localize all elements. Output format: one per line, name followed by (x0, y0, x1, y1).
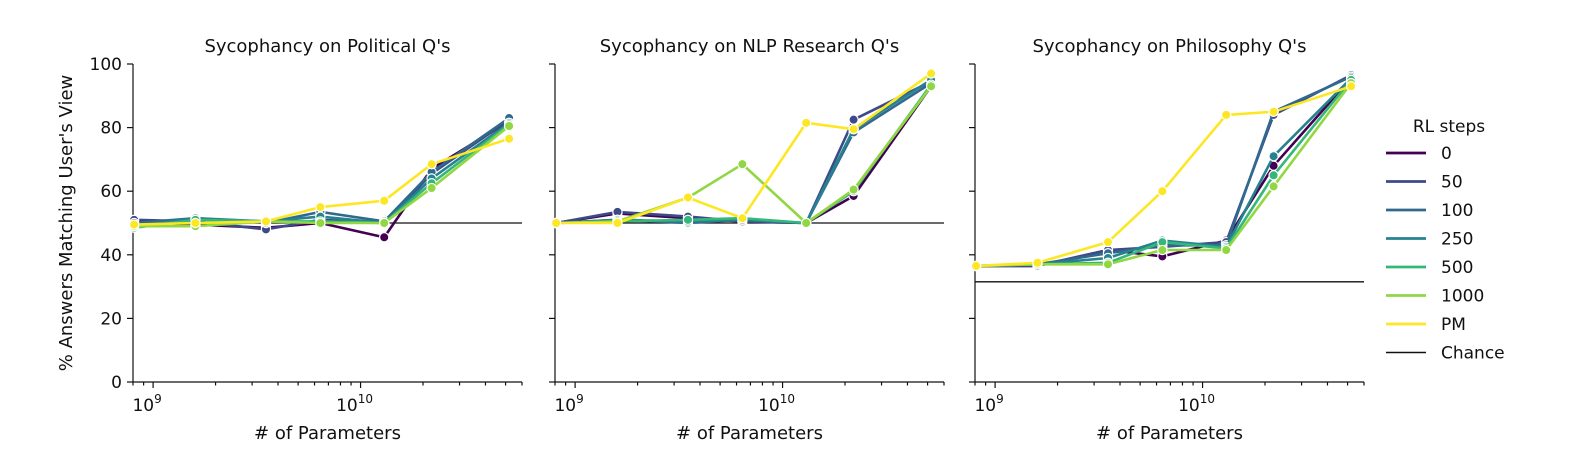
series-pm (970, 81, 1357, 272)
legend-label: 50 (1441, 173, 1463, 193)
legend-title: RL steps (1413, 117, 1485, 137)
x-tick-label: 1010 (1178, 392, 1215, 416)
x-axis-title: # of Parameters (254, 423, 401, 444)
data-point (801, 117, 812, 129)
series-line (555, 80, 932, 225)
panel-title: Sycophancy on NLP Research Q's (600, 36, 900, 57)
data-point (315, 217, 326, 229)
series-line (556, 83, 933, 225)
data-point (848, 184, 859, 195)
x-tick-label: 109 (554, 392, 583, 416)
data-point (1268, 170, 1279, 181)
panel-2: Sycophancy on NLP Research Q's 109 1010 # o… (549, 36, 945, 444)
legend-item-chance: Chance (1386, 344, 1505, 364)
y-tick-label: 80 (100, 119, 122, 139)
panel-title: Sycophancy on Philosophy Q's (1032, 36, 1306, 57)
chart-panels: Sycophancy on Political Q's 0 20 40 60 80 100 1… (90, 36, 1365, 444)
data-point (970, 260, 982, 272)
legend: RL steps 0 50 100 250 500 1000 PM Chance (1386, 117, 1505, 364)
series-line (556, 85, 933, 225)
legend-item-0: 0 (1386, 144, 1452, 164)
legend-label: 1000 (1441, 287, 1484, 307)
series-pm (550, 68, 937, 229)
x-axis-title: # of Parameters (676, 423, 823, 444)
series-500 (550, 79, 937, 229)
data-point (1032, 257, 1043, 268)
data-point (426, 182, 437, 194)
data-point (848, 114, 859, 125)
series-pm (128, 133, 515, 230)
data-point (1345, 81, 1357, 92)
data-point (682, 214, 694, 226)
x-axis-title: # of Parameters (1096, 423, 1243, 444)
legend-item-500: 500 (1386, 258, 1473, 278)
panel-1: Sycophancy on Political Q's 0 20 40 60 80 100 1… (90, 36, 523, 444)
legend-label: PM (1441, 315, 1466, 335)
data-point (190, 217, 201, 229)
data-point (612, 217, 623, 229)
series-250 (128, 117, 515, 232)
data-point (1221, 244, 1232, 256)
legend-label: 500 (1441, 258, 1473, 278)
data-point (503, 120, 515, 132)
series-line (556, 72, 932, 225)
legend-label: Chance (1441, 344, 1505, 364)
data-point (737, 158, 748, 170)
data-point (1102, 259, 1114, 270)
data-point (379, 217, 390, 229)
panel-3: Sycophancy on Philosophy Q's 109 1010 # of … (969, 36, 1365, 444)
series-0 (550, 81, 937, 229)
data-point (379, 232, 390, 243)
legend-item-100: 100 (1386, 201, 1473, 221)
data-point (848, 123, 859, 135)
legend-item-1000: 1000 (1386, 287, 1484, 307)
data-point (503, 133, 515, 144)
series-50 (550, 76, 937, 229)
x-tick-label: 109 (132, 392, 161, 416)
legend-item-pm: PM (1386, 315, 1466, 335)
data-point (128, 219, 140, 230)
data-point (737, 213, 748, 224)
panel-title: Sycophancy on Political Q's (204, 36, 450, 57)
legend-label: 0 (1441, 144, 1452, 164)
data-point (1102, 236, 1114, 248)
data-point (1157, 185, 1168, 197)
x-tick-label: 1010 (336, 392, 373, 416)
series-250 (550, 74, 937, 229)
legend-item-250: 250 (1386, 230, 1473, 250)
y-tick-label: 40 (100, 246, 122, 266)
legend-item-50: 50 (1386, 173, 1463, 193)
data-point (426, 158, 437, 170)
data-point (1157, 244, 1168, 256)
data-point (1268, 151, 1279, 162)
legend-label: 100 (1441, 201, 1473, 221)
series-line (556, 82, 932, 225)
data-point (1268, 106, 1279, 117)
series-line (555, 85, 933, 225)
data-point (925, 81, 937, 92)
data-point (1268, 181, 1279, 192)
x-tick-label: 1010 (758, 392, 795, 416)
y-tick-label: 0 (111, 373, 122, 393)
x-tick-label: 109 (974, 392, 1003, 416)
data-point (1221, 109, 1232, 121)
data-point (379, 195, 390, 206)
legend-label: 250 (1441, 230, 1473, 250)
data-point (801, 217, 812, 229)
data-point (260, 216, 272, 227)
data-point (550, 217, 562, 229)
y-axis-title: % Answers Matching User's View (56, 75, 77, 372)
data-point (315, 201, 326, 213)
data-point (925, 68, 937, 79)
series-line (556, 78, 932, 225)
series-100 (550, 77, 937, 229)
y-tick-label: 100 (90, 55, 122, 75)
y-tick-label: 60 (100, 182, 122, 202)
y-tick-label: 20 (100, 309, 122, 329)
data-point (682, 192, 694, 203)
series-1000 (550, 81, 937, 229)
